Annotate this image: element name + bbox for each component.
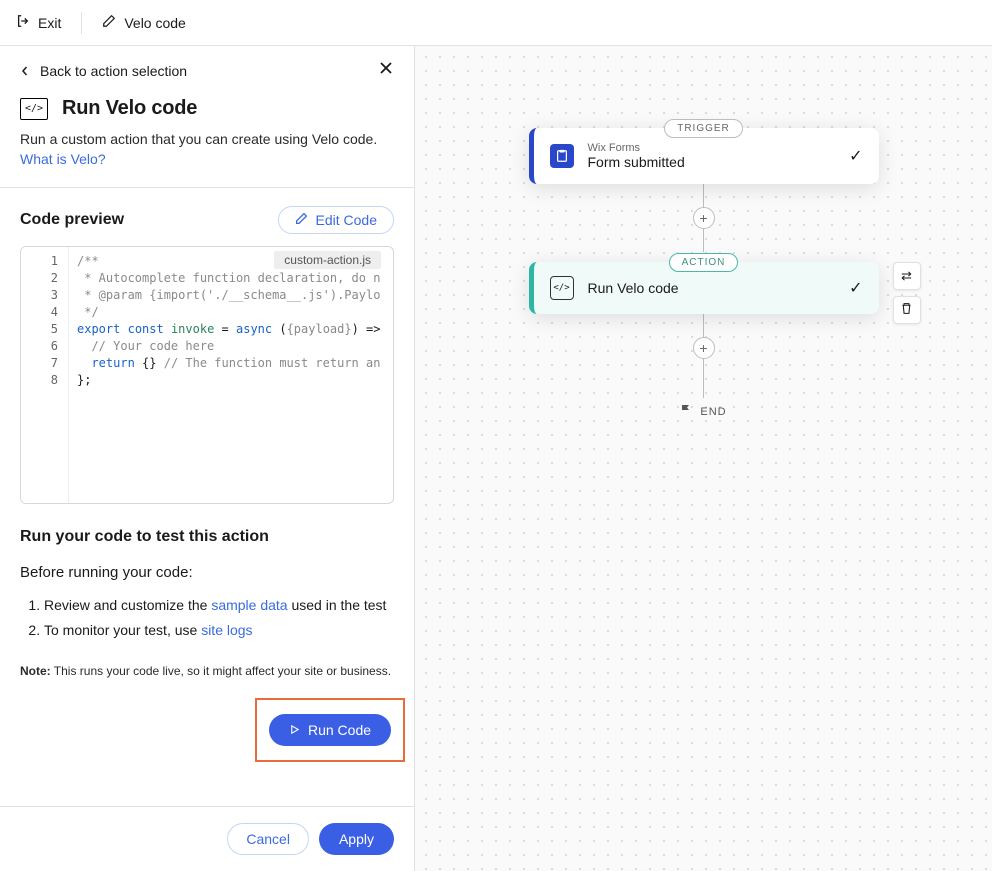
edit-code-button[interactable]: Edit Code	[278, 206, 394, 234]
exit-button[interactable]: Exit	[16, 14, 61, 31]
apply-button[interactable]: Apply	[319, 823, 394, 855]
divider	[81, 12, 82, 34]
chevron-left-icon	[20, 63, 30, 79]
before-heading: Before running your code:	[0, 556, 414, 587]
code-preview-heading: Code preview	[20, 211, 124, 229]
flow-canvas[interactable]: TRIGGER Wix Forms Form submitted ✓ + ACT…	[415, 46, 992, 871]
exit-label: Exit	[38, 15, 61, 31]
back-link[interactable]: Back to action selection	[20, 63, 187, 79]
top-bar: Exit Velo code	[0, 0, 992, 46]
code-icon: </>	[550, 276, 574, 300]
close-icon	[378, 60, 394, 80]
panel-footer: Cancel Apply	[0, 806, 414, 871]
end-node: END	[504, 404, 904, 419]
trigger-pill: TRIGGER	[664, 119, 743, 138]
left-panel: Back to action selection </> Run Velo co…	[0, 46, 415, 871]
action-pill: ACTION	[669, 253, 739, 272]
trigger-sub: Wix Forms	[588, 142, 836, 154]
add-step-button[interactable]: +	[693, 337, 715, 359]
velo-code-button[interactable]: Velo code	[102, 14, 186, 31]
cancel-button[interactable]: Cancel	[227, 823, 309, 855]
pencil-icon	[102, 14, 116, 31]
steps-list: Review and customize the sample data use…	[0, 587, 414, 649]
clipboard-icon	[550, 144, 574, 168]
close-button[interactable]	[378, 60, 394, 81]
code-icon: </>	[20, 98, 48, 120]
velo-label: Velo code	[124, 15, 186, 31]
exit-icon	[16, 14, 30, 31]
code-content: /** * Autocomplete function declaration,…	[69, 247, 393, 503]
run-code-highlight: Run Code	[255, 698, 405, 762]
note-text: Note: This runs your code live, so it mi…	[0, 649, 414, 698]
step-2: To monitor your test, use site logs	[44, 620, 394, 641]
what-is-velo-link[interactable]: What is Velo?	[20, 151, 106, 167]
desc-text: Run a custom action that you can create …	[20, 131, 377, 147]
back-label: Back to action selection	[40, 63, 187, 79]
action-title: Run Velo code	[588, 280, 836, 296]
sample-data-link[interactable]: sample data	[211, 597, 287, 613]
run-code-button[interactable]: Run Code	[269, 714, 391, 746]
site-logs-link[interactable]: site logs	[201, 622, 252, 638]
run-code-label: Run Code	[308, 722, 371, 738]
play-icon	[289, 722, 300, 738]
pencil-icon	[295, 212, 308, 228]
check-icon: ✓	[849, 278, 862, 298]
code-editor[interactable]: custom-action.js 12345678 /** * Autocomp…	[20, 246, 394, 504]
test-heading: Run your code to test this action	[0, 504, 414, 556]
page-description: Run a custom action that you can create …	[0, 130, 414, 187]
file-name-tag: custom-action.js	[274, 251, 381, 269]
trigger-title: Form submitted	[588, 154, 836, 170]
delete-button[interactable]	[893, 296, 921, 324]
step-1: Review and customize the sample data use…	[44, 595, 394, 616]
trash-icon	[900, 302, 913, 318]
flag-icon	[680, 404, 692, 419]
line-gutter: 12345678	[21, 247, 69, 503]
add-step-button[interactable]: +	[693, 207, 715, 229]
page-title: Run Velo code	[62, 97, 197, 120]
check-icon: ✓	[849, 146, 862, 166]
edit-code-label: Edit Code	[316, 212, 377, 228]
